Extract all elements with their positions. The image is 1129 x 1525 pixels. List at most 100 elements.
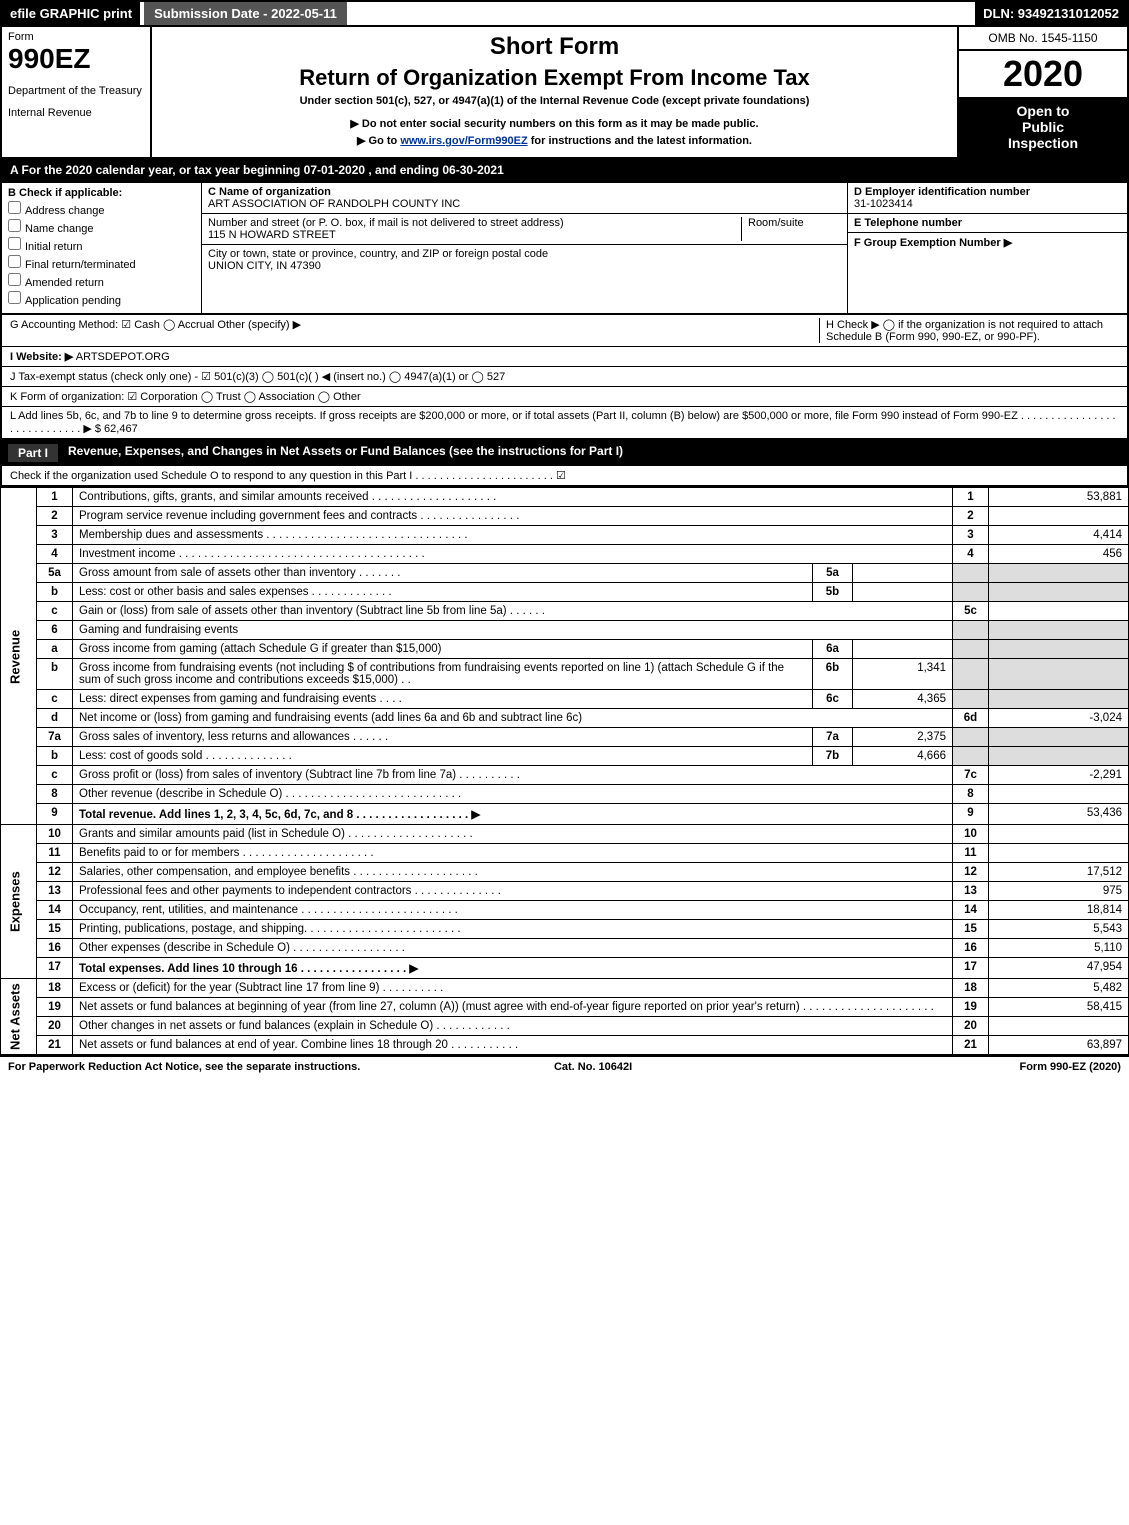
insp-2: Public — [965, 119, 1121, 135]
topbar: efile GRAPHIC print Submission Date - 20… — [0, 0, 1129, 27]
line-1: Revenue 1Contributions, gifts, grants, a… — [1, 488, 1129, 507]
line-18: Net Assets 18Excess or (deficit) for the… — [1, 979, 1129, 998]
website[interactable]: ARTSDEPOT.ORG — [76, 351, 170, 363]
sub3-post: for instructions and the latest informat… — [528, 135, 752, 147]
mid-rows: G Accounting Method: ☑ Cash ◯ Accrual Ot… — [0, 315, 1129, 440]
inspection-box: Open to Public Inspection — [959, 97, 1127, 157]
netassets-label: Net Assets — [1, 979, 37, 1055]
line-i-label: I Website: ▶ — [10, 351, 73, 363]
line-9: 9Total revenue. Add lines 1, 2, 3, 4, 5c… — [1, 804, 1129, 825]
line-20: 20Other changes in net assets or fund ba… — [1, 1017, 1129, 1036]
ein-box: D Employer identification number 31-1023… — [848, 183, 1127, 214]
grp-box: F Group Exemption Number ▶ — [848, 233, 1127, 252]
org-city: UNION CITY, IN 47390 — [208, 260, 548, 272]
line-19: 19Net assets or fund balances at beginni… — [1, 998, 1129, 1017]
dept-treasury: Department of the Treasury — [8, 85, 144, 97]
revenue-label: Revenue — [1, 488, 37, 825]
line-l: L Add lines 5b, 6c, and 7b to line 9 to … — [2, 407, 1127, 438]
tel-label: E Telephone number — [854, 217, 1121, 229]
lines-table: Revenue 1Contributions, gifts, grants, a… — [0, 487, 1129, 1055]
footer-right: Form 990-EZ (2020) — [1019, 1061, 1120, 1073]
main-title: Return of Organization Exempt From Incom… — [158, 65, 951, 91]
submission-date: Submission Date - 2022-05-11 — [144, 2, 347, 25]
grp-label: F Group Exemption Number ▶ — [854, 236, 1121, 249]
part1-label: Part I — [8, 444, 58, 462]
line-6d: dNet income or (loss) from gaming and fu… — [1, 709, 1129, 728]
line-1-amt: 53,881 — [989, 488, 1129, 507]
org-name-label: C Name of organization — [208, 186, 460, 198]
expenses-label: Expenses — [1, 825, 37, 979]
line-16: 16Other expenses (describe in Schedule O… — [1, 939, 1129, 958]
part1-title: Revenue, Expenses, and Changes in Net As… — [68, 444, 623, 462]
subtitle-3: ▶ Go to www.irs.gov/Form990EZ for instru… — [158, 134, 951, 147]
line-6a: aGross income from gaming (attach Schedu… — [1, 640, 1129, 659]
insp-1: Open to — [965, 103, 1121, 119]
efile-label[interactable]: efile GRAPHIC print — [2, 2, 140, 25]
right-box: OMB No. 1545-1150 2020 Open to Public In… — [957, 27, 1127, 157]
part1-header: Part I Revenue, Expenses, and Changes in… — [0, 440, 1129, 466]
line-5b: bLess: cost or other basis and sales exp… — [1, 583, 1129, 602]
check-initial-return[interactable]: Initial return — [8, 237, 195, 253]
org-name: ART ASSOCIATION OF RANDOLPH COUNTY INC — [208, 198, 460, 210]
irs-link[interactable]: www.irs.gov/Form990EZ — [400, 135, 527, 147]
line-k: K Form of organization: ☑ Corporation ◯ … — [2, 387, 1127, 407]
form-box: Form 990EZ Department of the Treasury In… — [2, 27, 152, 157]
omb-number: OMB No. 1545-1150 — [959, 27, 1127, 51]
short-form-title: Short Form — [158, 33, 951, 61]
line-6c: cLess: direct expenses from gaming and f… — [1, 690, 1129, 709]
line-21: 21Net assets or fund balances at end of … — [1, 1036, 1129, 1055]
line-g: G Accounting Method: ☑ Cash ◯ Accrual Ot… — [10, 318, 819, 343]
part1-subtitle: Check if the organization used Schedule … — [0, 466, 1129, 487]
line-5a: 5aGross amount from sale of assets other… — [1, 564, 1129, 583]
line-1-desc: Contributions, gifts, grants, and simila… — [73, 488, 953, 507]
check-app-pending[interactable]: Application pending — [8, 291, 195, 307]
sub3-pre: ▶ Go to — [357, 135, 400, 147]
line-j: J Tax-exempt status (check only one) - ☑… — [2, 367, 1127, 387]
check-col-b: B Check if applicable: Address change Na… — [2, 183, 202, 313]
check-address-change[interactable]: Address change — [8, 201, 195, 217]
line-13: 13Professional fees and other payments t… — [1, 882, 1129, 901]
right-info: D Employer identification number 31-1023… — [847, 183, 1127, 313]
line-1-rnum: 1 — [953, 488, 989, 507]
dept-irs: Internal Revenue — [8, 107, 144, 119]
line-7a: 7aGross sales of inventory, less returns… — [1, 728, 1129, 747]
check-b-title: B Check if applicable: — [8, 187, 195, 199]
tax-year: 2020 — [959, 51, 1127, 97]
line-3: 3Membership dues and assessments . . . .… — [1, 526, 1129, 545]
org-city-row: City or town, state or province, country… — [202, 245, 847, 275]
org-addr-row: Number and street (or P. O. box, if mail… — [202, 214, 847, 245]
footer: For Paperwork Reduction Act Notice, see … — [0, 1055, 1129, 1077]
subtitle-1: Under section 501(c), 527, or 4947(a)(1)… — [158, 95, 951, 107]
line-5c: cGain or (loss) from sale of assets othe… — [1, 602, 1129, 621]
org-col: C Name of organization ART ASSOCIATION O… — [202, 183, 847, 313]
tel-box: E Telephone number — [848, 214, 1127, 233]
ein: 31-1023414 — [854, 198, 1121, 210]
line-i: I Website: ▶ ARTSDEPOT.ORG — [2, 347, 1127, 367]
form-header: Form 990EZ Department of the Treasury In… — [0, 27, 1129, 159]
org-addr-label: Number and street (or P. O. box, if mail… — [208, 217, 564, 229]
room-label: Room/suite — [741, 217, 841, 241]
line-2: 2Program service revenue including gover… — [1, 507, 1129, 526]
form-label: Form — [8, 31, 144, 43]
entity-info: B Check if applicable: Address change Na… — [0, 183, 1129, 315]
line-15: 15Printing, publications, postage, and s… — [1, 920, 1129, 939]
check-name-change[interactable]: Name change — [8, 219, 195, 235]
line-14: 14Occupancy, rent, utilities, and mainte… — [1, 901, 1129, 920]
check-final-return[interactable]: Final return/terminated — [8, 255, 195, 271]
line-4: 4Investment income . . . . . . . . . . .… — [1, 545, 1129, 564]
org-city-label: City or town, state or province, country… — [208, 248, 548, 260]
line-8: 8Other revenue (describe in Schedule O) … — [1, 785, 1129, 804]
org-name-row: C Name of organization ART ASSOCIATION O… — [202, 183, 847, 214]
subtitle-2: ▶ Do not enter social security numbers o… — [158, 117, 951, 130]
row-g-h: G Accounting Method: ☑ Cash ◯ Accrual Ot… — [2, 315, 1127, 347]
line-11: 11Benefits paid to or for members . . . … — [1, 844, 1129, 863]
line-6: 6Gaming and fundraising events — [1, 621, 1129, 640]
line-6b: bGross income from fundraising events (n… — [1, 659, 1129, 690]
footer-left: For Paperwork Reduction Act Notice, see … — [8, 1061, 360, 1073]
title-box: Short Form Return of Organization Exempt… — [152, 27, 957, 157]
org-addr: 115 N HOWARD STREET — [208, 229, 741, 241]
dln: DLN: 93492131012052 — [975, 2, 1127, 25]
line-12: 12Salaries, other compensation, and empl… — [1, 863, 1129, 882]
line-17: 17Total expenses. Add lines 10 through 1… — [1, 958, 1129, 979]
check-amended[interactable]: Amended return — [8, 273, 195, 289]
